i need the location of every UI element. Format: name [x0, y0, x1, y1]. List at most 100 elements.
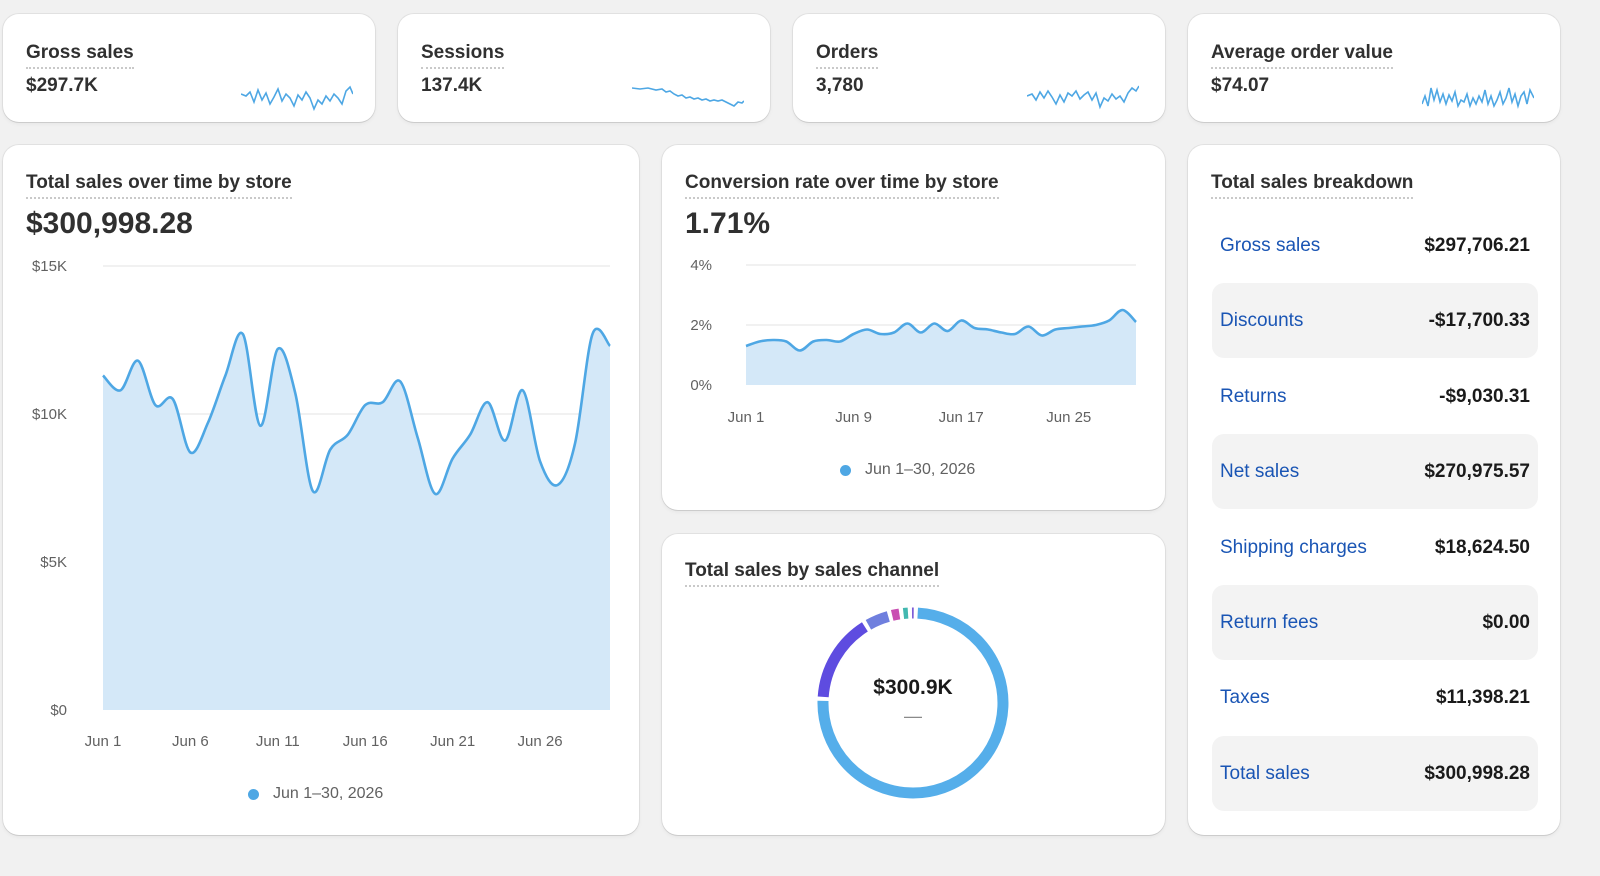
- breakdown-link-gross-sales[interactable]: Gross sales: [1220, 234, 1321, 256]
- sparkline: [632, 87, 744, 107]
- breakdown-link-net-sales[interactable]: Net sales: [1220, 460, 1300, 482]
- data-point[interactable]: [149, 399, 161, 411]
- data-point[interactable]: [982, 324, 994, 336]
- donut-slice[interactable]: [890, 608, 901, 621]
- data-point[interactable]: [359, 399, 371, 411]
- x-tick-label: Jun 26: [518, 733, 563, 750]
- data-point[interactable]: [969, 322, 981, 334]
- breakdown-row-total-sales: Total sales $300,998.28: [1212, 736, 1538, 811]
- x-tick-label: Jun 9: [835, 409, 872, 426]
- legend-label: Jun 1–30, 2026: [273, 785, 384, 802]
- kpi-title[interactable]: Gross sales: [26, 42, 134, 69]
- donut-slice[interactable]: [865, 611, 890, 630]
- breakdown-link-total-sales[interactable]: Total sales: [1220, 762, 1310, 784]
- chart-legend[interactable]: Jun 1–30, 2026: [840, 461, 975, 479]
- data-point[interactable]: [1049, 324, 1061, 336]
- data-point[interactable]: [955, 315, 967, 327]
- data-point[interactable]: [767, 334, 779, 346]
- data-point[interactable]: [780, 336, 792, 348]
- data-point[interactable]: [794, 345, 806, 357]
- data-point[interactable]: [447, 452, 459, 464]
- data-point[interactable]: [464, 429, 476, 441]
- data-point[interactable]: [307, 485, 319, 497]
- donut-center-sub: —: [904, 706, 922, 726]
- data-point[interactable]: [928, 318, 940, 330]
- data-point[interactable]: [517, 384, 529, 396]
- data-point[interactable]: [499, 435, 511, 447]
- data-point[interactable]: [132, 355, 144, 367]
- data-point[interactable]: [412, 432, 424, 444]
- data-point[interactable]: [202, 417, 214, 429]
- data-point[interactable]: [482, 396, 494, 408]
- data-point[interactable]: [254, 420, 266, 432]
- data-point[interactable]: [861, 324, 873, 336]
- data-point[interactable]: [167, 393, 179, 405]
- data-point[interactable]: [569, 438, 581, 450]
- data-point[interactable]: [1036, 330, 1048, 342]
- data-point[interactable]: [874, 328, 886, 340]
- data-point[interactable]: [1117, 304, 1129, 316]
- data-point[interactable]: [942, 325, 954, 337]
- data-point[interactable]: [1090, 319, 1102, 331]
- data-point[interactable]: [821, 334, 833, 346]
- data-point[interactable]: [534, 455, 546, 467]
- data-point[interactable]: [429, 488, 441, 500]
- data-point[interactable]: [114, 384, 126, 396]
- data-point[interactable]: [184, 446, 196, 458]
- data-point[interactable]: [901, 318, 913, 330]
- kpi-card-orders[interactable]: Orders 3,780: [793, 14, 1165, 122]
- breakdown-link-taxes[interactable]: Taxes: [1220, 686, 1270, 708]
- data-point[interactable]: [753, 336, 765, 348]
- data-point[interactable]: [1076, 321, 1088, 333]
- data-point[interactable]: [342, 429, 354, 441]
- chart-title[interactable]: Total sales by sales channel: [685, 560, 940, 587]
- kpi-title[interactable]: Sessions: [421, 42, 505, 69]
- data-point[interactable]: [740, 340, 752, 352]
- kpi-card-gross-sales[interactable]: Gross sales $297.7K: [3, 14, 375, 122]
- data-point[interactable]: [272, 343, 284, 355]
- sparkline: [1422, 86, 1534, 110]
- data-point[interactable]: [324, 444, 336, 456]
- data-point[interactable]: [587, 328, 599, 340]
- data-point[interactable]: [996, 327, 1008, 339]
- y-tick-label: 0%: [690, 377, 712, 394]
- breakdown-link-discounts[interactable]: Discounts: [1220, 309, 1304, 331]
- data-point[interactable]: [552, 479, 564, 491]
- data-point[interactable]: [1063, 322, 1075, 334]
- breakdown-title[interactable]: Total sales breakdown: [1211, 172, 1414, 199]
- kpi-card-average-order-value[interactable]: Average order value $74.07: [1188, 14, 1560, 122]
- kpi-card-sessions[interactable]: Sessions 137.4K: [398, 14, 770, 122]
- breakdown-link-return-fees[interactable]: Return fees: [1220, 611, 1319, 633]
- data-point[interactable]: [1130, 316, 1142, 328]
- data-point[interactable]: [834, 336, 846, 348]
- breakdown-link-shipping-charges[interactable]: Shipping charges: [1220, 536, 1367, 558]
- chart-title[interactable]: Conversion rate over time by store: [685, 172, 999, 199]
- chart-title[interactable]: Total sales over time by store: [26, 172, 292, 199]
- x-tick-label: Jun 21: [430, 733, 475, 750]
- x-tick-label: Jun 25: [1046, 409, 1091, 426]
- data-point[interactable]: [1009, 328, 1021, 340]
- data-point[interactable]: [237, 328, 249, 340]
- data-point[interactable]: [848, 328, 860, 340]
- chart-legend[interactable]: Jun 1–30, 2026: [248, 785, 383, 803]
- x-tick-label: Jun 1: [85, 733, 122, 750]
- data-point[interactable]: [377, 396, 389, 408]
- data-point[interactable]: [1022, 321, 1034, 333]
- kpi-title[interactable]: Average order value: [1211, 42, 1393, 69]
- x-tick-label: Jun 17: [939, 409, 984, 426]
- data-point[interactable]: [97, 370, 109, 382]
- data-point[interactable]: [604, 340, 616, 352]
- data-point[interactable]: [915, 327, 927, 339]
- donut-slice[interactable]: [817, 607, 1009, 799]
- breakdown-row-net-sales: Net sales $270,975.57: [1212, 434, 1538, 509]
- kpi-title[interactable]: Orders: [816, 42, 879, 69]
- data-point[interactable]: [289, 387, 301, 399]
- data-point[interactable]: [888, 327, 900, 339]
- data-point[interactable]: [1103, 315, 1115, 327]
- breakdown-link-returns[interactable]: Returns: [1220, 385, 1287, 407]
- data-point[interactable]: [807, 336, 819, 348]
- data-point[interactable]: [219, 370, 231, 382]
- donut-slice[interactable]: [817, 622, 868, 698]
- data-point[interactable]: [394, 375, 406, 387]
- kpi-value: $74.07: [1211, 75, 1270, 96]
